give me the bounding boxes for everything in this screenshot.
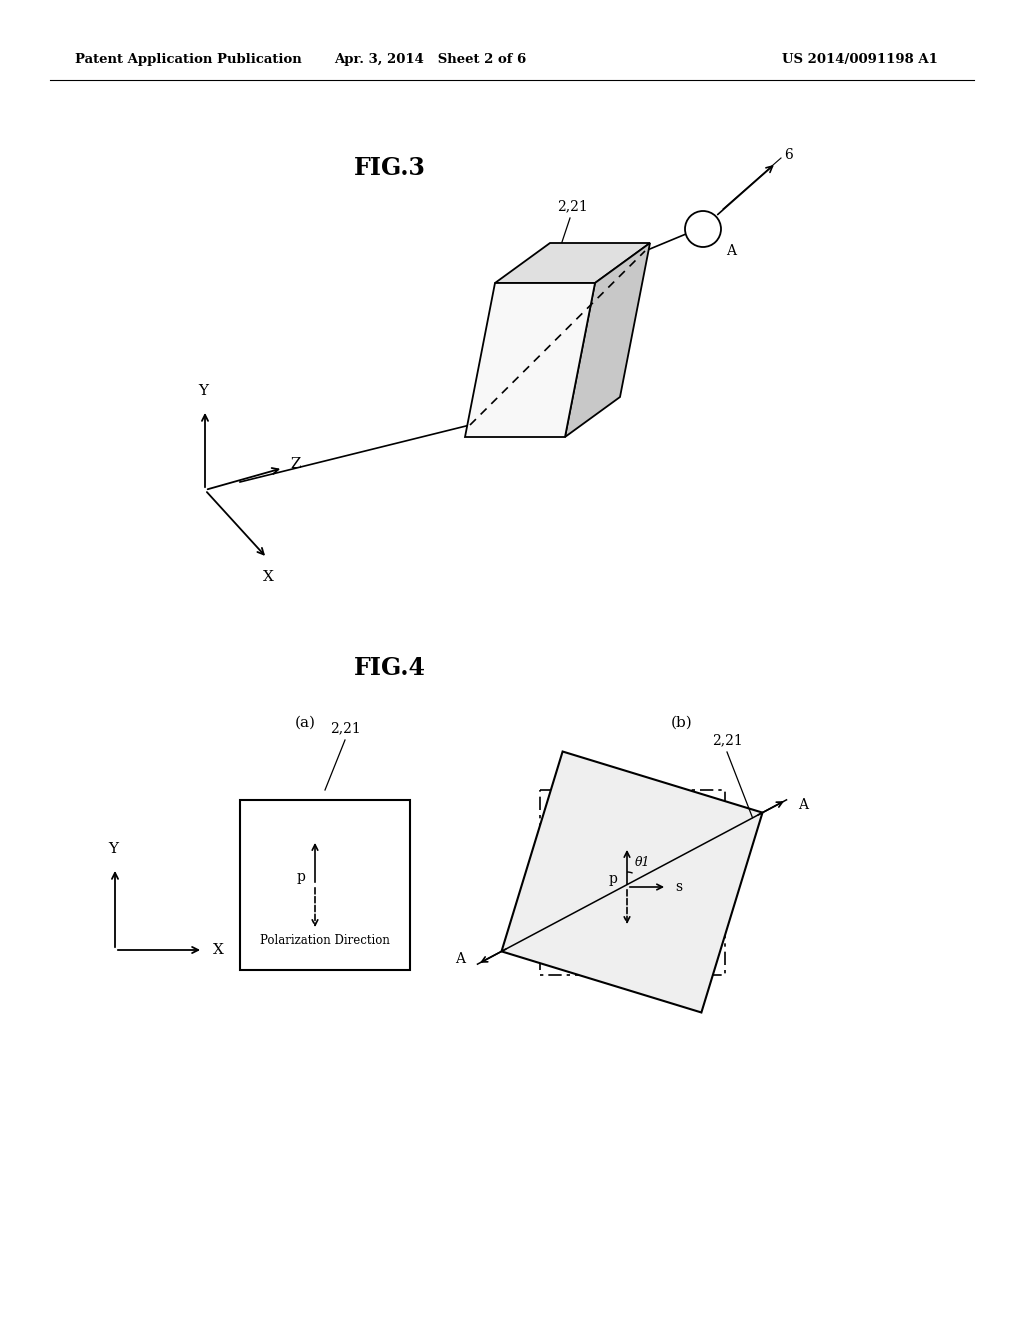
Text: (a): (a): [295, 715, 315, 730]
Text: 6: 6: [784, 148, 793, 162]
Text: FIG.3: FIG.3: [354, 156, 426, 180]
Text: Y: Y: [108, 842, 118, 855]
Text: US 2014/0091198 A1: US 2014/0091198 A1: [782, 54, 938, 66]
Text: Y: Y: [198, 384, 208, 399]
Text: A: A: [456, 952, 466, 966]
Text: A: A: [799, 797, 809, 812]
Text: s: s: [675, 880, 682, 894]
Polygon shape: [495, 243, 650, 282]
Text: X: X: [213, 942, 224, 957]
Polygon shape: [465, 282, 595, 437]
Text: 2,21: 2,21: [330, 721, 360, 735]
Text: θ1: θ1: [635, 855, 650, 869]
Text: p: p: [608, 873, 617, 886]
Polygon shape: [502, 751, 763, 1012]
Text: X: X: [262, 570, 273, 583]
Text: Patent Application Publication: Patent Application Publication: [75, 54, 302, 66]
Text: Z: Z: [290, 457, 300, 471]
Text: FIG.4: FIG.4: [354, 656, 426, 680]
Polygon shape: [565, 243, 650, 437]
Text: A: A: [726, 244, 736, 257]
Text: Apr. 3, 2014   Sheet 2 of 6: Apr. 3, 2014 Sheet 2 of 6: [334, 54, 526, 66]
Text: 2,21: 2,21: [557, 199, 588, 213]
Text: p: p: [296, 870, 305, 884]
Text: (b): (b): [671, 715, 693, 730]
Text: Polarization Direction: Polarization Direction: [260, 933, 390, 946]
Text: 2,21: 2,21: [712, 733, 742, 747]
